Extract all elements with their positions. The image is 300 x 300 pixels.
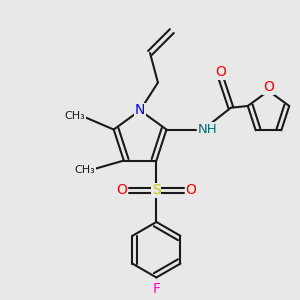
Text: O: O (215, 65, 226, 79)
Text: O: O (116, 183, 127, 197)
Text: O: O (263, 80, 274, 94)
Text: CH₃: CH₃ (74, 166, 95, 176)
Text: O: O (186, 183, 196, 197)
Text: S: S (152, 183, 161, 197)
Text: F: F (152, 282, 160, 296)
Text: N: N (135, 103, 145, 117)
Text: NH: NH (198, 123, 218, 136)
Text: CH₃: CH₃ (64, 111, 85, 121)
